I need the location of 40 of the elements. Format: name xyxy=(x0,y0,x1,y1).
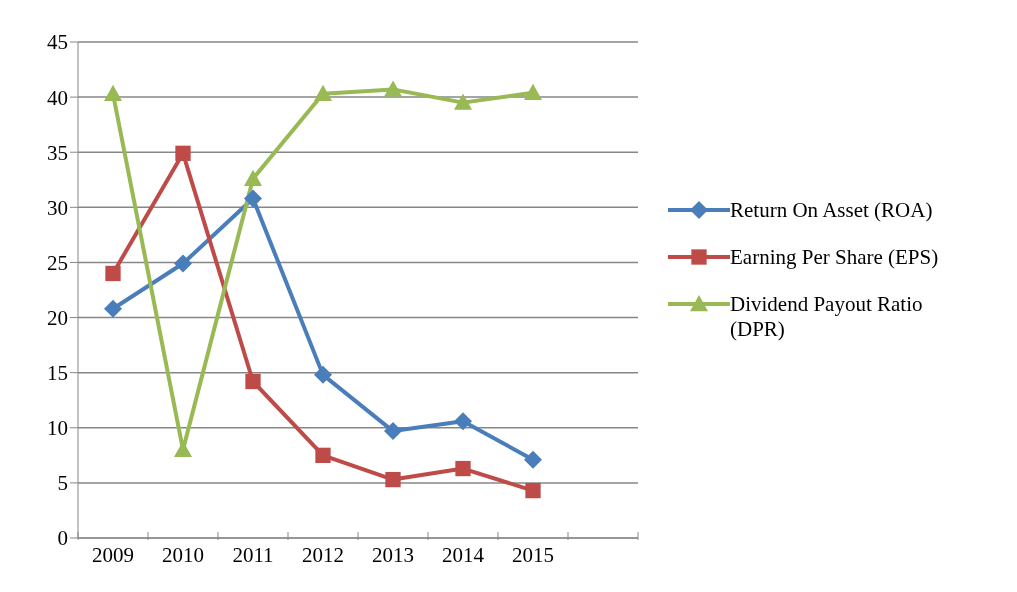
x-tick-label: 2009 xyxy=(92,543,134,567)
point xyxy=(244,189,262,208)
y-tick-label: 15 xyxy=(47,361,68,386)
point xyxy=(455,460,471,477)
y-tick-label: 20 xyxy=(47,306,68,331)
x-tick-label: 2014 xyxy=(442,543,485,567)
legend-label: Return On Asset (ROA) xyxy=(730,198,934,223)
y-tick-label: 10 xyxy=(47,416,68,441)
point xyxy=(104,84,122,101)
point xyxy=(525,482,541,499)
point xyxy=(175,145,191,161)
point xyxy=(314,84,332,101)
point xyxy=(454,412,472,431)
point xyxy=(105,265,121,282)
y-tick-label: 0 xyxy=(57,526,68,551)
x-tick-label: 2015 xyxy=(512,543,554,567)
point xyxy=(104,299,122,318)
point xyxy=(454,93,472,110)
point xyxy=(524,450,542,469)
x-tick-label: 2013 xyxy=(372,543,414,567)
y-tick-label: 45 xyxy=(47,30,68,55)
y-tick-label: 40 xyxy=(47,85,68,110)
point xyxy=(385,471,401,488)
point xyxy=(245,373,261,390)
legend-label: Dividend Payout Ratio (DPR) xyxy=(730,292,924,342)
y-tick-label: 25 xyxy=(47,250,68,275)
x-tick-label: 2011 xyxy=(232,543,274,567)
point xyxy=(174,254,192,273)
point xyxy=(384,80,402,97)
y-tick-label: 5 xyxy=(57,471,68,496)
x-tick-label: 2010 xyxy=(162,543,204,567)
point xyxy=(384,422,402,441)
point xyxy=(315,447,331,463)
x-tick-label: 2012 xyxy=(302,543,344,567)
point xyxy=(314,365,332,384)
point xyxy=(244,169,262,186)
legend-label: Earning Per Share (EPS) xyxy=(730,245,940,270)
y-tick-label: 30 xyxy=(47,195,68,220)
point xyxy=(524,83,542,100)
y-tick-label: 35 xyxy=(47,140,68,165)
